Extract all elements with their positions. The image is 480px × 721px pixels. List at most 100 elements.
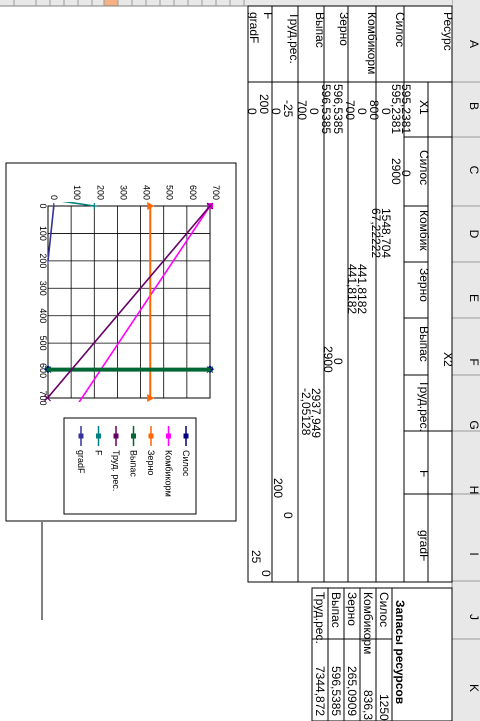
reserves-value-vypas: 596,5385 [329, 666, 343, 716]
column-header-strip [452, 0, 480, 721]
column-header-b[interactable]: B [467, 102, 480, 110]
series-line-1 [78, 205, 211, 402]
series-line-4 [46, 205, 211, 399]
row-label-kombikorm: Комбикорм [365, 12, 379, 74]
legend-label-4: Труд. рес. [111, 450, 121, 491]
x-tick-label: 0 [38, 203, 48, 208]
column-header-k[interactable]: K [467, 684, 480, 692]
cell-b-zerno-2: 700 [343, 100, 357, 120]
cell-f-vypas-1: 0 [331, 358, 345, 365]
column-header-e[interactable]: E [467, 294, 480, 302]
series-line-6 [47, 205, 55, 261]
column-header-f[interactable]: F [467, 358, 480, 365]
reserves-label-zerno: Зерно [345, 592, 359, 626]
x-tick-label: 100 [38, 226, 48, 241]
cell-d-kombikorm-2: 67,22222 [369, 208, 383, 258]
row-label-trud: Труд.рес. [287, 12, 301, 64]
reserves-label-kombikorm: Комбикорм [361, 592, 375, 654]
group-header-x2: X2 [441, 352, 455, 367]
legend-label-5: F [94, 450, 104, 456]
reserves-label-trud: Труд.рес. [313, 592, 327, 644]
y-tick-label: 300 [118, 185, 128, 200]
column-header-c[interactable]: C [467, 166, 480, 175]
reserves-value-trud: 7344,872 [313, 666, 327, 716]
legend-marker-2 [148, 433, 154, 439]
cell-h-f-2: 200 [271, 478, 285, 498]
x-tick-label: 500 [38, 336, 48, 351]
cell-d-kombikorm-1: 1548,704 [379, 208, 393, 258]
reserves-value-kombikorm: 836,3 [361, 690, 375, 720]
y-tick-label: 400 [142, 185, 152, 200]
header-kombikorm: Комбик [417, 210, 431, 251]
column-header-h[interactable]: H [467, 486, 480, 495]
cell-i-gradf-2: 25 [249, 550, 263, 564]
column-header-a[interactable]: A [467, 40, 480, 48]
header-vypas: Выпас [417, 326, 431, 362]
legend-marker-3 [131, 433, 136, 439]
cell-b-trud-2: 700 [295, 100, 309, 120]
y-tick-label: 700 [211, 185, 221, 200]
legend-marker-0 [183, 433, 189, 439]
row-label-zerno: Зерно [337, 12, 351, 46]
legend-label-2: Зерно [146, 450, 156, 475]
series-point-5 [91, 203, 98, 209]
cell-b-silos-1: 595,2381 [399, 84, 413, 134]
cell-b-f-2: 0 [269, 108, 283, 115]
cell-b-gradf-1: 200 [257, 94, 271, 114]
cell-h-f-1: 0 [281, 512, 295, 519]
legend-marker-5 [96, 433, 101, 439]
header-f: F [417, 470, 431, 477]
y-tick-label: 200 [95, 185, 105, 200]
chart-object[interactable]: 0 100 200 300 400 500 600 700 0 100 200 300 400 500 6… [5, 162, 237, 522]
cell-e-zerno-2: 441,8182 [345, 264, 359, 314]
legend-marker-1 [166, 433, 171, 439]
row-header-strip [0, 0, 452, 6]
header-x1: X1 [417, 100, 431, 115]
row-label-gradf: gradF [247, 12, 261, 43]
active-row-indicator [104, 0, 118, 6]
legend-label-3: Выпас [129, 450, 139, 477]
header-resource: Ресурс [441, 12, 455, 51]
cell-b-kombikorm-1: 0 [379, 108, 393, 115]
cell-b-zerno-1: 0 [355, 108, 369, 115]
column-header-g[interactable]: G [467, 420, 480, 429]
y-tick-label: 0 [49, 195, 59, 200]
series-point-3 [44, 366, 52, 374]
cell-i-gradf-1: 0 [259, 570, 273, 577]
series-point-2 [147, 202, 155, 210]
legend-label-1: Комбикорм [164, 450, 174, 497]
x-tick-label: 200 [38, 253, 48, 268]
reserves-table: Запасы ресурсов Силос 1250 Комбикорм 836… [311, 587, 453, 721]
reserves-label-vypas: Выпас [329, 592, 343, 628]
cell-b-gradf-2: 0 [245, 108, 259, 115]
reserves-value-zerno: 265,0909 [345, 666, 359, 716]
cell-g-trud-2: -2,05128 [299, 388, 313, 436]
column-header-i[interactable]: I [467, 552, 480, 555]
column-header-j[interactable]: J [467, 614, 480, 620]
cell-c-silos-1: 0 [399, 170, 413, 177]
x-tick-label: 400 [38, 308, 48, 323]
chart-series [44, 202, 214, 402]
cell-c-silos-2: 2900 [389, 158, 403, 185]
cell-b-trud-1: 0 [307, 108, 321, 115]
x-tick-label: 700 [38, 390, 48, 405]
series-point-3 [206, 366, 214, 374]
row-label-vypas: Выпас [313, 12, 327, 48]
cell-b-f-1: -25 [281, 100, 295, 118]
cell-e-zerno-1: 441,8182 [355, 264, 369, 314]
legend-marker-4 [113, 433, 119, 439]
row-label-silos: Силос [393, 12, 407, 47]
cell-b-kombikorm-2: 800 [367, 100, 381, 120]
cell-b-vypas-1: 596,5385 [331, 84, 345, 134]
column-header-d[interactable]: D [467, 230, 480, 239]
header-zerno: Зерно [417, 268, 431, 302]
row-label-f: F [261, 12, 275, 19]
y-tick-label: 500 [165, 185, 175, 200]
cell-f-vypas-2: 2900 [321, 346, 335, 373]
data-table [247, 5, 453, 583]
series-point-4 [44, 394, 51, 402]
series-line-5 [61, 202, 95, 207]
x-tick-label: 300 [38, 281, 48, 296]
cell-g-trud-1: 2937,949 [309, 388, 323, 438]
